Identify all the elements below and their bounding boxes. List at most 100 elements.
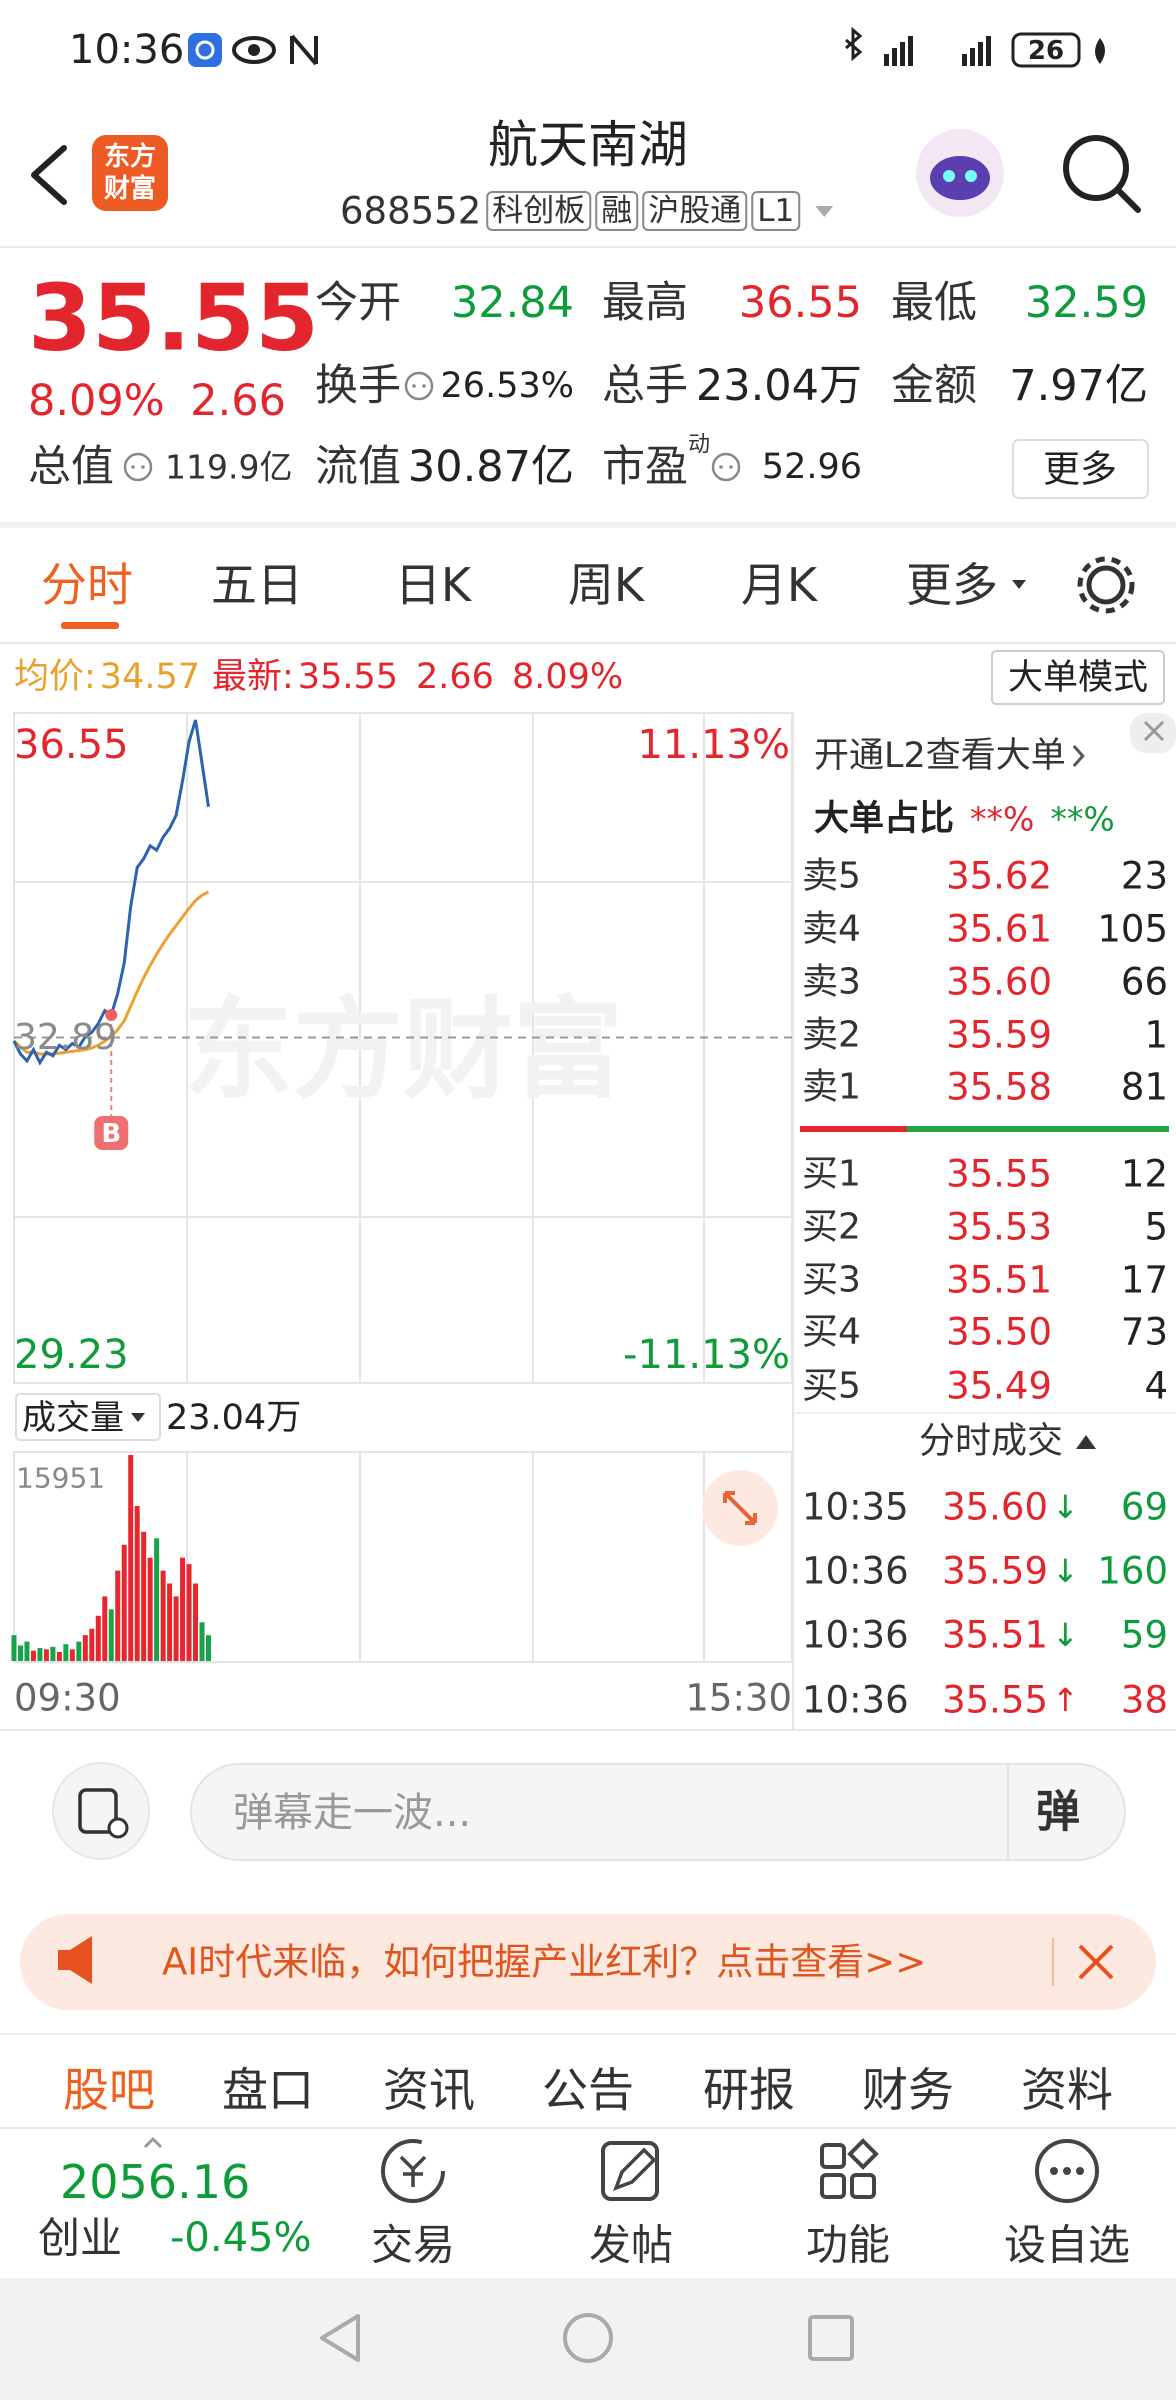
volume-label[interactable]: 成交量 xyxy=(22,1398,124,1438)
section-tab[interactable]: 研报 xyxy=(703,2063,795,2117)
section-tab[interactable]: 财务 xyxy=(862,2063,954,2117)
divider xyxy=(1007,1766,1009,1858)
volume-bar xyxy=(24,1641,30,1661)
leaf-icon xyxy=(1095,38,1105,64)
dropdown-arrow xyxy=(815,206,834,217)
nav-back[interactable] xyxy=(320,2314,360,2362)
comment-placeholder[interactable]: 弹幕走一波... xyxy=(233,1790,471,1836)
book-label: 卖2 xyxy=(802,1015,861,1056)
axis-low-pct: -11.13% xyxy=(623,1332,790,1378)
post-icon xyxy=(601,2141,659,2201)
book-price: 35.55 xyxy=(946,1153,1052,1196)
nfc-icon xyxy=(290,34,318,66)
banner-close[interactable] xyxy=(1078,1944,1114,1980)
stock-tag: L1 xyxy=(757,193,794,229)
field-label: 金额 xyxy=(891,361,977,411)
logo-text: 财富 xyxy=(104,173,156,204)
toolbar-label[interactable]: 发帖 xyxy=(589,2221,673,2270)
volume-bar xyxy=(108,1609,114,1661)
more-button[interactable] xyxy=(1012,439,1149,499)
banner-text[interactable]: AI时代来临，如何把握产业红利？点击查看>> xyxy=(162,1941,926,1984)
eye-icon xyxy=(232,36,276,64)
settings-gear xyxy=(1077,556,1135,614)
tab[interactable]: 分时 xyxy=(41,558,133,612)
more-button-label[interactable]: 更多 xyxy=(1043,448,1117,491)
back-button[interactable] xyxy=(31,145,67,205)
info-icon-dot xyxy=(131,465,135,469)
volume-bar xyxy=(134,1506,140,1661)
tab[interactable]: 五日 xyxy=(211,558,303,612)
book-label: 买4 xyxy=(802,1312,861,1353)
volume-bar xyxy=(160,1570,166,1661)
volume-selector[interactable] xyxy=(15,1393,161,1441)
book-price: 35.49 xyxy=(946,1365,1052,1408)
field-label: 最低 xyxy=(891,278,977,328)
search-handle xyxy=(1115,187,1141,213)
index-value: 2056.16 xyxy=(60,2155,250,2209)
toolbar-label[interactable]: 功能 xyxy=(806,2221,890,2270)
marker-dot xyxy=(105,1008,118,1021)
chevron xyxy=(1072,744,1085,768)
book-qty: 81 xyxy=(1121,1066,1168,1109)
ratio-sell: **% xyxy=(970,800,1034,839)
l2-link[interactable]: 开通L2查看大单 xyxy=(814,736,1066,776)
danmaku-send[interactable]: 弹 xyxy=(1036,1787,1080,1838)
book-price: 35.50 xyxy=(946,1311,1052,1354)
book-price: 35.58 xyxy=(946,1066,1052,1109)
app-icon-glyph xyxy=(195,40,215,60)
banner[interactable] xyxy=(20,1914,1156,2010)
trade-dir: ↓ xyxy=(1052,1616,1079,1654)
marker-label: B xyxy=(101,1119,121,1149)
toolbar-label[interactable]: 交易 xyxy=(371,2221,455,2270)
stock-code: 688552 xyxy=(340,190,481,233)
nav-home[interactable] xyxy=(563,2313,613,2363)
book-label: 卖3 xyxy=(802,962,861,1003)
comment-input[interactable] xyxy=(190,1763,1126,1861)
section-tab[interactable]: 资料 xyxy=(1021,2063,1113,2117)
ratio-buy: **% xyxy=(1050,800,1114,839)
section-tab[interactable]: 公告 xyxy=(542,2063,634,2117)
tab[interactable]: 月K xyxy=(741,558,819,612)
volume-bar xyxy=(167,1583,173,1661)
volume-bar xyxy=(193,1583,199,1661)
mode-button-label[interactable]: 大单模式 xyxy=(1008,658,1148,698)
book-label: 买3 xyxy=(802,1260,861,1301)
search-button[interactable] xyxy=(1063,135,1129,201)
stock-tag-box xyxy=(486,191,592,231)
divider xyxy=(0,246,1176,248)
book-price: 35.51 xyxy=(946,1259,1052,1302)
field-value: 7.97亿 xyxy=(1009,361,1148,411)
sort-arrow xyxy=(1076,1435,1096,1449)
book-qty: 4 xyxy=(1144,1365,1168,1408)
volume-bar xyxy=(56,1651,62,1661)
info-icon-dot xyxy=(422,384,426,388)
section-tab[interactable]: 股吧 xyxy=(63,2063,155,2117)
nav-recent[interactable] xyxy=(808,2315,854,2361)
field-sup: 动 xyxy=(688,433,710,458)
book-qty: 66 xyxy=(1121,961,1168,1004)
tab[interactable]: 日K xyxy=(395,558,473,612)
tab[interactable]: 周K xyxy=(568,558,646,612)
tab-underline xyxy=(61,622,119,629)
mode-button[interactable] xyxy=(991,650,1165,705)
field-value: 26.53% xyxy=(441,366,574,406)
volume-bar xyxy=(173,1596,179,1661)
trade-price: 35.55 xyxy=(942,1679,1048,1722)
settings-button[interactable] xyxy=(1086,565,1126,605)
watchlist-glyph xyxy=(1050,2167,1084,2175)
tab[interactable]: 更多 xyxy=(906,558,998,612)
danmaku-settings[interactable] xyxy=(52,1762,150,1860)
toolbar-label[interactable]: 设自选 xyxy=(1004,2221,1130,2270)
volume-bar xyxy=(37,1648,43,1661)
trade-dir: ↓ xyxy=(1052,1488,1079,1526)
logo[interactable] xyxy=(92,135,168,211)
section-tab[interactable]: 资讯 xyxy=(383,2063,475,2117)
volume-bar xyxy=(69,1649,75,1661)
section-tab[interactable]: 盘口 xyxy=(222,2063,314,2117)
stock-tag-box xyxy=(595,191,639,231)
field-label: 总值 xyxy=(28,442,114,492)
volume-bar xyxy=(50,1646,56,1661)
book-qty: 17 xyxy=(1121,1259,1168,1302)
